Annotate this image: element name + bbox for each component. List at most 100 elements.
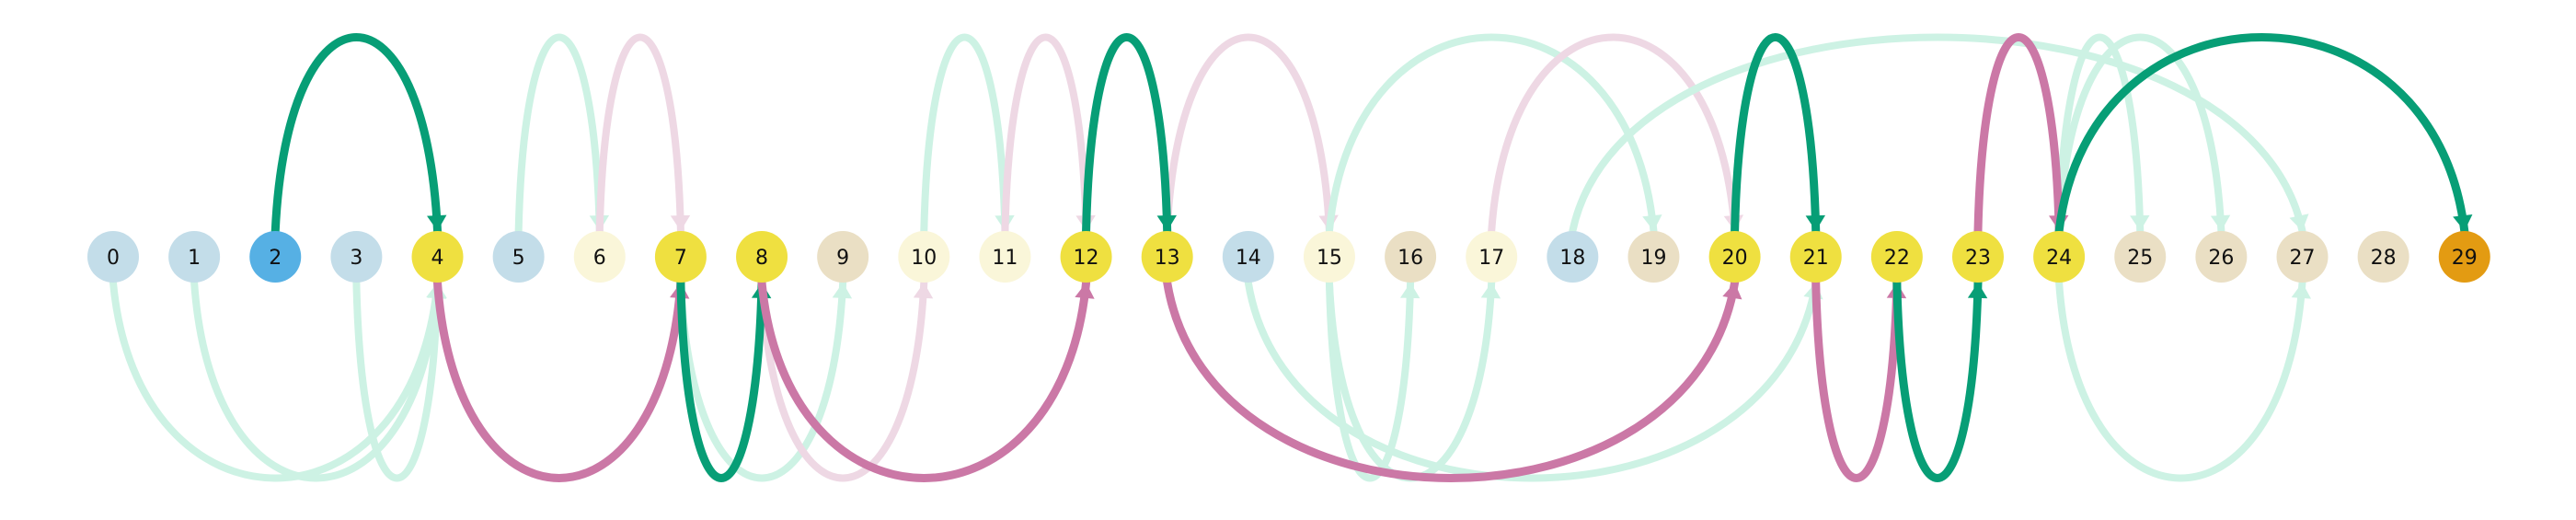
node-label: 15	[1317, 247, 1342, 270]
node-circle	[1708, 231, 1761, 283]
node-circle	[654, 231, 707, 283]
node-label: 18	[1559, 247, 1585, 270]
node-14: 14	[1222, 231, 1274, 283]
node-18: 18	[1547, 231, 1599, 283]
node-label: 11	[992, 247, 1018, 270]
node-circle	[2276, 231, 2329, 283]
node-circle	[168, 231, 221, 283]
node-circle	[1627, 231, 1680, 283]
node-label: 7	[674, 247, 687, 270]
node-circle	[2357, 231, 2409, 283]
node-28: 28	[2357, 231, 2409, 283]
edge-5-6	[514, 33, 610, 235]
node-27: 27	[2276, 231, 2329, 283]
node-label: 9	[836, 247, 849, 270]
node-7: 7	[654, 231, 707, 283]
edge-13-15	[1163, 33, 1339, 235]
node-label: 3	[350, 247, 362, 270]
node-circle	[249, 231, 302, 283]
node-circle	[2033, 231, 2086, 283]
node-circle	[1222, 231, 1274, 283]
edge-8-12	[757, 278, 1095, 482]
node-label: 5	[512, 247, 525, 270]
node-5: 5	[492, 231, 545, 283]
node-label: 29	[2452, 247, 2478, 270]
node-circle	[2195, 231, 2248, 283]
node-circle	[330, 231, 383, 283]
node-label: 24	[2046, 247, 2072, 270]
edge-21-22	[1811, 278, 1907, 482]
node-13: 13	[1141, 231, 1193, 283]
path-edges-layer	[270, 33, 2473, 482]
edge-13-20	[1163, 278, 1742, 482]
node-circle	[1303, 231, 1355, 283]
edge-18-27	[1569, 33, 2309, 235]
edge-24-25	[2055, 33, 2150, 235]
node-0: 0	[87, 231, 139, 283]
node-23: 23	[1951, 231, 2004, 283]
edge-4-7	[433, 278, 690, 482]
edge-20-21	[1731, 33, 1826, 236]
node-2: 2	[249, 231, 302, 283]
node-label: 16	[1397, 247, 1423, 270]
node-label: 10	[911, 247, 937, 270]
node-circle	[1141, 231, 1193, 283]
node-label: 26	[2208, 247, 2234, 270]
node-circle	[817, 231, 869, 283]
node-3: 3	[330, 231, 383, 283]
node-label: 23	[1965, 247, 1991, 270]
node-circle	[411, 231, 464, 283]
node-15: 15	[1303, 231, 1355, 283]
node-1: 1	[168, 231, 221, 283]
edge-6-7	[595, 33, 691, 235]
node-26: 26	[2195, 231, 2248, 283]
edge-0-4	[109, 279, 446, 482]
node-24: 24	[2033, 231, 2086, 283]
node-circle	[736, 231, 788, 283]
node-label: 14	[1236, 247, 1261, 270]
node-11: 11	[979, 231, 1031, 283]
edge-24-29	[2054, 33, 2473, 236]
edge-12-13	[1082, 33, 1178, 236]
node-19: 19	[1627, 231, 1680, 283]
node-21: 21	[1789, 231, 1842, 283]
node-circle	[573, 231, 626, 283]
node-circle	[1060, 231, 1112, 283]
node-4: 4	[411, 231, 464, 283]
node-circle	[2438, 231, 2490, 283]
node-label: 28	[2371, 247, 2397, 270]
nodes-layer: 0 1 2 3 4 5 6 7 8 9 10 11 12 13 14 15 16 17 18 19 20 21 22 23 24…	[87, 231, 2490, 283]
edge-3-4	[352, 279, 447, 482]
node-circle	[1466, 231, 1518, 283]
node-16: 16	[1385, 231, 1437, 283]
node-9: 9	[817, 231, 869, 283]
node-label: 27	[2290, 247, 2316, 270]
node-label: 12	[1074, 247, 1099, 270]
node-circle	[1870, 231, 1923, 283]
node-circle	[2114, 231, 2167, 283]
node-label: 2	[269, 247, 282, 270]
node-circle	[979, 231, 1031, 283]
edge-8-10	[758, 279, 934, 482]
node-label: 25	[2127, 247, 2153, 270]
edge-15-17	[1325, 279, 1501, 482]
edge-22-23	[1892, 278, 1988, 482]
edge-17-20	[1488, 33, 1744, 235]
node-label: 20	[1722, 247, 1748, 270]
node-circle	[1547, 231, 1599, 283]
node-12: 12	[1060, 231, 1112, 283]
node-6: 6	[573, 231, 626, 283]
node-label: 22	[1884, 247, 1910, 270]
node-label: 13	[1155, 247, 1180, 270]
node-circle	[492, 231, 545, 283]
node-circle	[1951, 231, 2004, 283]
node-circle	[1385, 231, 1437, 283]
edge-7-9	[676, 279, 853, 482]
node-label: 6	[593, 247, 606, 270]
node-10: 10	[898, 231, 950, 283]
node-29: 29	[2438, 231, 2490, 283]
node-label: 0	[107, 247, 120, 270]
node-label: 21	[1803, 247, 1829, 270]
